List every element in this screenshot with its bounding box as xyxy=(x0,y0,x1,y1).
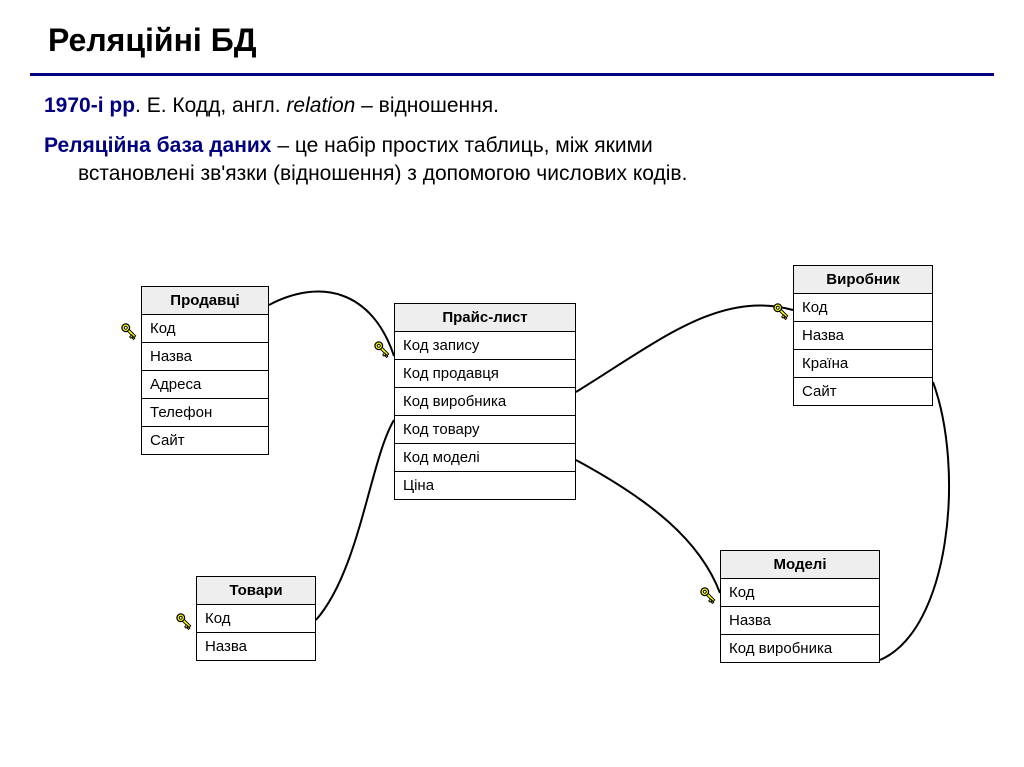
def-rest-first: – це набір простих таблиць, між якими xyxy=(271,134,652,157)
entity-field: Назва xyxy=(794,322,932,350)
connector-pricelist-manufacturer xyxy=(576,305,793,392)
entity-field: Код виробника xyxy=(395,388,575,416)
entity-field: Назва xyxy=(142,343,268,371)
entity-field: Країна xyxy=(794,350,932,378)
year-bold: 1970-і рр xyxy=(44,94,135,117)
entity-field: Код xyxy=(721,579,879,607)
entity-field: Код xyxy=(197,605,315,633)
entity-field: Ціна xyxy=(395,472,575,499)
connector-models-manufacturer xyxy=(880,382,949,660)
def-bold: Реляційна база даних xyxy=(44,134,271,157)
t1b: – відношення. xyxy=(355,94,499,117)
entity-goods: ТовариКодНазва xyxy=(196,576,316,661)
entity-field: Код продавця xyxy=(395,360,575,388)
connector-goods-pricelist xyxy=(316,420,394,620)
entity-field: Назва xyxy=(721,607,879,635)
entity-field: Код виробника xyxy=(721,635,879,662)
entity-field: Код xyxy=(794,294,932,322)
entity-header-goods: Товари xyxy=(197,577,315,605)
key-icon xyxy=(697,584,719,606)
connector-pricelist-models xyxy=(576,460,720,593)
entity-field: Телефон xyxy=(142,399,268,427)
entity-field: Сайт xyxy=(794,378,932,405)
key-icon xyxy=(173,610,195,632)
key-icon xyxy=(371,338,393,360)
entity-field: Код товару xyxy=(395,416,575,444)
entity-field: Адреса xyxy=(142,371,268,399)
entity-sellers: ПродавціКодНазваАдресаТелефонСайт xyxy=(141,286,269,455)
entity-pricelist: Прайс-листКод записуКод продавцяКод виро… xyxy=(394,303,576,500)
def-rest-indent: встановлені зв'язки (відношення) з допом… xyxy=(78,160,980,188)
intro-line-2: Реляційна база даних – це набір простих … xyxy=(0,132,1024,199)
t1a: . Е. Кодд, англ. xyxy=(135,94,286,117)
entity-field: Код запису xyxy=(395,332,575,360)
entity-field: Код xyxy=(142,315,268,343)
title-underline xyxy=(30,73,994,76)
relation-italic: relation xyxy=(286,94,355,117)
entity-header-models: Моделі xyxy=(721,551,879,579)
entity-manufacturer: ВиробникКодНазваКраїнаСайт xyxy=(793,265,933,406)
entity-models: МоделіКодНазваКод виробника xyxy=(720,550,880,663)
entity-header-sellers: Продавці xyxy=(142,287,268,315)
key-icon xyxy=(118,320,140,342)
entity-header-manufacturer: Виробник xyxy=(794,266,932,294)
entity-header-pricelist: Прайс-лист xyxy=(395,304,575,332)
key-icon xyxy=(770,300,792,322)
entity-field: Сайт xyxy=(142,427,268,454)
intro-line-1: 1970-і рр. Е. Кодд, англ. relation – від… xyxy=(0,94,1024,132)
entity-field: Код моделі xyxy=(395,444,575,472)
page-title: Реляційні БД xyxy=(0,0,1024,69)
entity-field: Назва xyxy=(197,633,315,660)
